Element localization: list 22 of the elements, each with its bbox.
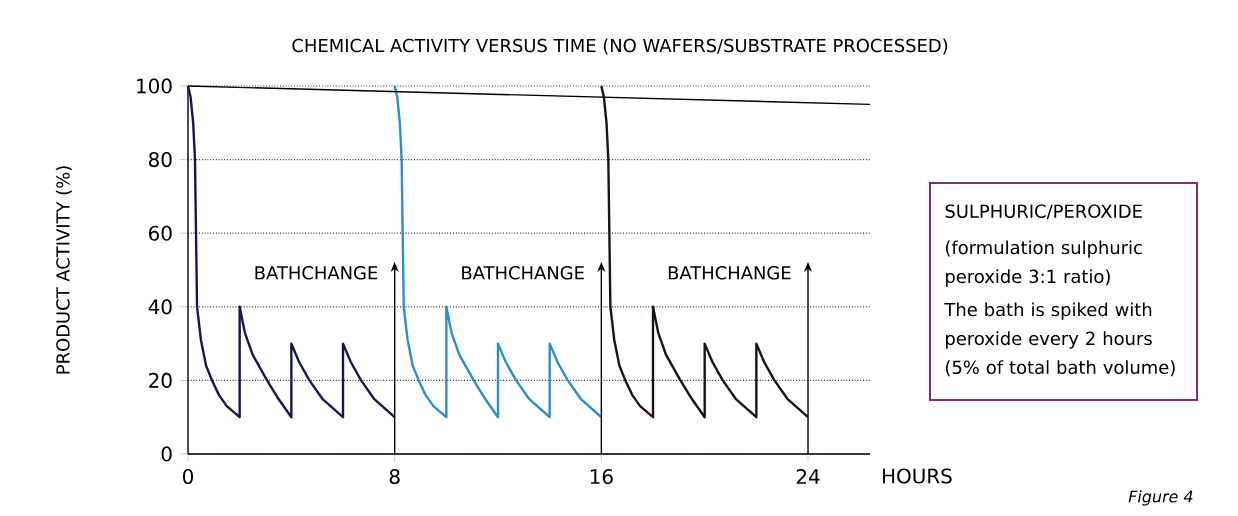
- ref-line-label: BATHCHANGE: [462, 266, 584, 280]
- ref-line-label: BATHCHANGE: [255, 266, 378, 280]
- y-tick-label: 100: [137, 78, 172, 94]
- y-tick-label: 60: [149, 225, 172, 241]
- line-series: [393, 84, 603, 419]
- y-tick-label: 0: [161, 446, 172, 462]
- text: SULPHURIC/PEROXIDE: [945, 204, 1142, 220]
- y-tick-label: 40: [148, 299, 172, 315]
- y-axis-title: PRODUCT ACTIVITY (%): [55, 166, 72, 374]
- x-tick-label: 16: [590, 469, 613, 485]
- y-tick-label: 20: [149, 372, 172, 388]
- x-axis-title: HOURS: [883, 468, 952, 484]
- x-tick-label: 0: [182, 469, 194, 485]
- ref-line-label: BATHCHANGE: [668, 266, 791, 280]
- text: The bath is spiked with peroxide every 2 hours (5% of total bath volume): [944, 302, 1175, 377]
- caption: Figure 4: [1128, 490, 1193, 506]
- x-tick-label: 24: [796, 469, 820, 484]
- x-tick-label: 8: [389, 469, 400, 485]
- text: (formulation sulphuric peroxide 3:1 ratio): [945, 240, 1142, 287]
- chart-title: CHEMICAL ACTIVITY VERSUS TIME (NO WAFERS/SUBSTRATE PROCESSED): [292, 38, 948, 55]
- y-tick-label: 80: [148, 152, 172, 168]
- line-series: [600, 84, 810, 419]
